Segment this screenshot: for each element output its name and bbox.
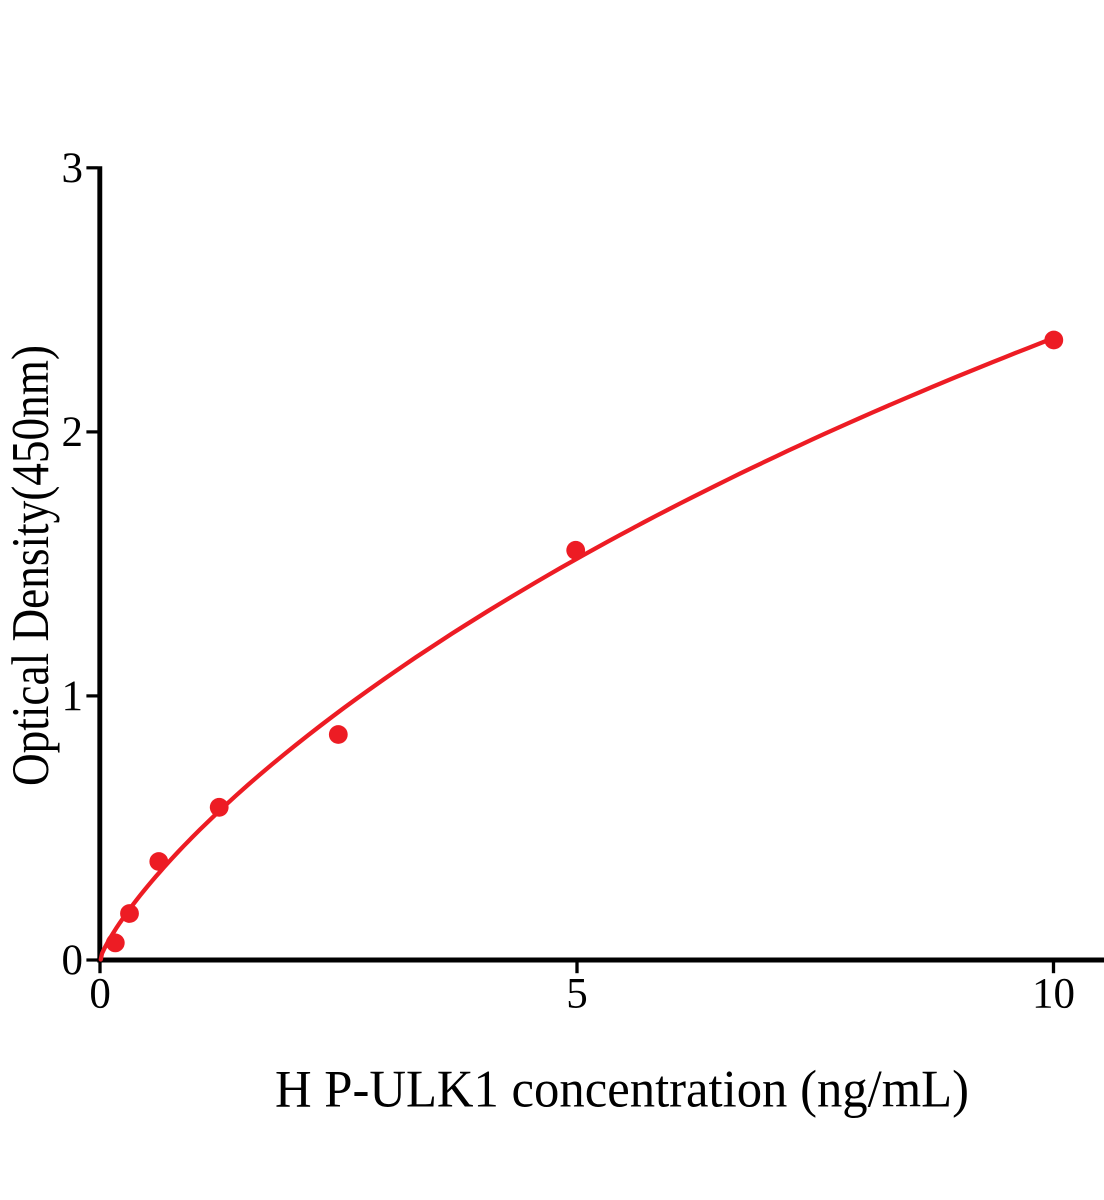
svg-text:10: 10 [1032, 971, 1075, 1018]
svg-text:Optical Density(450nm): Optical Density(450nm) [2, 345, 60, 786]
svg-text:2: 2 [62, 409, 84, 456]
svg-text:0: 0 [89, 971, 111, 1018]
svg-text:0: 0 [62, 937, 84, 984]
svg-text:1: 1 [62, 673, 84, 720]
svg-text:3: 3 [62, 145, 84, 192]
svg-text:5: 5 [566, 971, 588, 1018]
svg-text:H P-ULK1 concentration (ng/mL): H P-ULK1 concentration (ng/mL) [275, 1061, 969, 1119]
